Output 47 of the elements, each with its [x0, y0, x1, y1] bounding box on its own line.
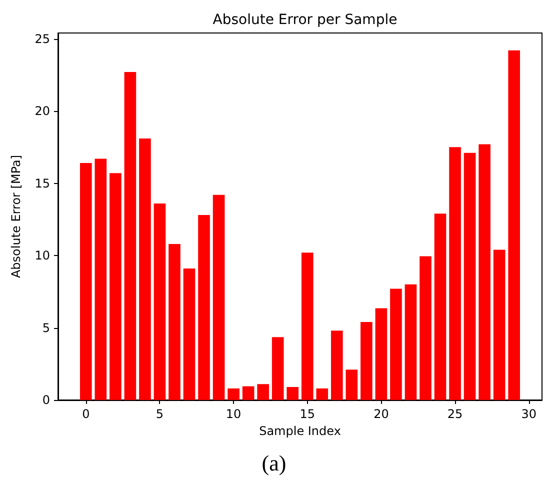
bar	[286, 386, 299, 400]
x-tick-label: 5	[156, 407, 164, 421]
bar	[94, 158, 107, 400]
bar	[242, 386, 254, 400]
bar	[272, 337, 284, 400]
chart-title: Absolute Error per Sample	[212, 12, 398, 28]
bar	[228, 388, 240, 400]
bar	[183, 268, 196, 400]
y-tick-label: 0	[42, 393, 50, 407]
bar	[404, 284, 417, 400]
bar	[110, 173, 122, 400]
x-tick-label: 15	[300, 407, 316, 421]
y-axis-title: Absolute Error [MPa]	[9, 154, 23, 278]
bar	[154, 203, 166, 400]
bar	[212, 194, 225, 400]
x-tick-label: 20	[374, 407, 389, 421]
bar	[316, 388, 328, 400]
bar	[390, 288, 402, 400]
x-tick-label: 0	[82, 407, 90, 421]
bar	[493, 250, 506, 400]
bar	[124, 72, 136, 400]
x-tick-label: 10	[226, 407, 242, 421]
y-tick-label: 10	[34, 248, 50, 263]
bar	[139, 138, 151, 400]
text: (a)	[262, 450, 286, 476]
bar	[420, 256, 432, 400]
bar	[331, 330, 343, 400]
bar	[346, 370, 358, 400]
bar	[257, 384, 269, 400]
bar	[375, 308, 388, 400]
y-tick-label: 20	[34, 104, 50, 118]
bar	[360, 322, 372, 400]
bar	[508, 50, 520, 400]
bar	[449, 147, 461, 400]
x-tick-label: 25	[447, 407, 463, 421]
x-tick-label: 30	[521, 407, 536, 421]
bar	[301, 252, 314, 400]
bar	[434, 214, 446, 400]
y-tick-label: 5	[42, 320, 50, 335]
bar	[198, 215, 210, 400]
bar	[80, 163, 92, 400]
x-axis-title: Sample Index	[259, 424, 341, 438]
bar	[168, 244, 180, 400]
bar	[464, 152, 476, 400]
y-tick-label: 25	[34, 32, 50, 46]
y-tick-label: 15	[34, 176, 50, 190]
bar	[478, 144, 490, 400]
